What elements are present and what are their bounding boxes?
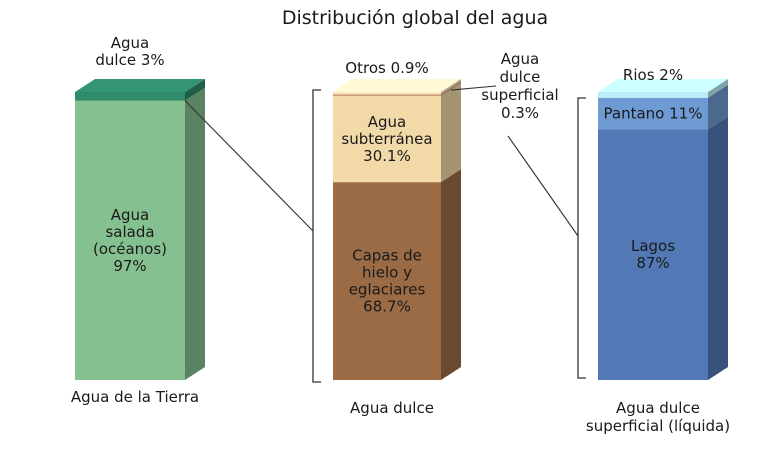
connector-layer (184, 85, 586, 383)
chart-title: Distribución global del agua (282, 7, 548, 29)
connector-agua-dulce (184, 100, 314, 232)
bar-faces-layer (75, 79, 728, 380)
bracket-agua-dulce (312, 89, 321, 383)
bar-top-otros (333, 79, 461, 92)
bar-top-rios (598, 79, 728, 92)
bar-side-agua-dulce (185, 79, 205, 101)
bar-segment-agua-dulce-superficial (333, 94, 441, 96)
bar-side-agua-dulce-superficial (441, 81, 461, 96)
bar-side-capas-de-hielo-y-eglaciares (441, 169, 461, 380)
bar-side-agua-subterranea (441, 82, 461, 183)
segment-label-pantano: Pantano 11% (604, 105, 703, 123)
segment-label-rios: Rios 2% (623, 66, 683, 84)
bar-segment-agua-dulce (75, 92, 185, 101)
label-layer: Agua salada (océanos) 97% Agua dulce 3% Agua d… (71, 34, 730, 435)
bar-side-rios (708, 79, 728, 98)
connector-agua-dulce-superficial (507, 135, 579, 237)
segment-label-agua-dulce-superficial: Agua dulce superficial 0.3% (481, 50, 558, 122)
pointer-agua-dulce-superficial (450, 85, 497, 91)
segment-label-agua-salada-oceanos: Agua salada (océanos) 97% (93, 206, 167, 275)
bar-segment-otros (333, 92, 441, 95)
bar-segment-lagos (598, 129, 708, 380)
bar-segment-capas-de-hielo-y-eglaciares (333, 182, 441, 380)
bar-segment-pantano (598, 97, 708, 130)
bar-top-agua-dulce (75, 79, 205, 92)
bar-segment-agua-salada-oceanos (75, 100, 185, 380)
bar-segment-rios (598, 92, 708, 98)
bar-side-agua-salada-oceanos (185, 87, 205, 380)
segment-label-otros: Otros 0.9% (345, 59, 428, 77)
segment-label-agua-subterranea: Agua subterránea 30.1% (341, 113, 432, 165)
category-label-agua-dulce: Agua dulce (350, 399, 434, 417)
bar-side-otros (441, 79, 461, 95)
segment-label-agua-dulce: Agua dulce 3% (95, 34, 164, 69)
category-label-agua-de-la-tierra: Agua de la Tierra (71, 388, 199, 406)
category-label-agua-dulce-superficial-liquida: Agua dulce superficial (líquida) (586, 399, 730, 435)
bar-side-pantano (708, 84, 728, 130)
bracket-agua-dulce-superficial (577, 97, 586, 379)
segment-label-lagos: Lagos 87% (631, 237, 675, 272)
bar-segment-agua-subterranea (333, 95, 441, 183)
segment-label-capas-de-hielo-y-eglaciares: Capas de hielo y eglaciares 68.7% (349, 247, 426, 316)
bar-side-lagos (708, 116, 728, 380)
